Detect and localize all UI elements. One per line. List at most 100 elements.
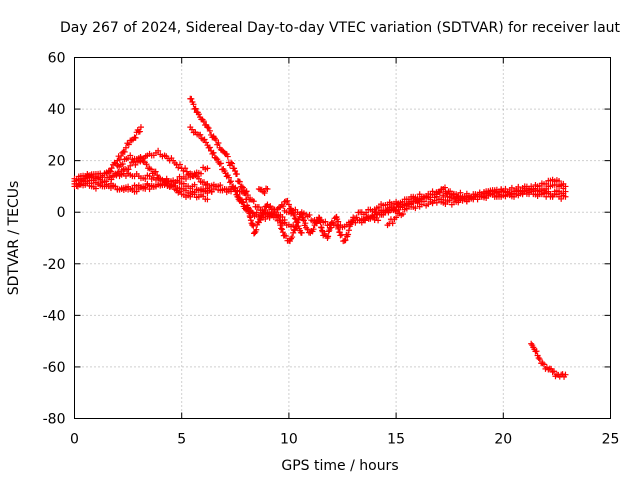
data-point (448, 195, 455, 202)
data-point (195, 175, 202, 182)
data-point (243, 188, 250, 195)
data-point (204, 124, 211, 131)
data-point (155, 147, 162, 154)
data-point (255, 204, 262, 211)
data-point (562, 193, 569, 200)
data-point (532, 187, 539, 194)
data-point (138, 155, 145, 162)
data-point (261, 190, 268, 197)
data-point (279, 226, 286, 233)
data-point (239, 184, 246, 191)
data-point (77, 181, 84, 188)
data-point (108, 165, 115, 172)
data-point (247, 217, 254, 224)
data-point (92, 185, 99, 192)
data-point (389, 220, 396, 227)
data-point (148, 166, 155, 173)
data-point (345, 231, 352, 238)
data-point (224, 153, 231, 160)
data-point (264, 186, 271, 193)
data-point (174, 177, 181, 184)
data-point (73, 177, 80, 184)
data-point (209, 150, 216, 157)
data-point (243, 196, 250, 203)
data-point (556, 178, 563, 185)
data-point (188, 95, 195, 102)
data-point (317, 219, 324, 226)
data-point (491, 189, 498, 196)
series-arc-l (255, 185, 271, 197)
data-point (280, 203, 287, 210)
data-point (229, 160, 236, 167)
data-point (253, 226, 260, 233)
data-point (204, 196, 211, 203)
data-point (279, 229, 286, 236)
data-point (137, 124, 144, 131)
data-point (197, 170, 204, 177)
y-tick-label: -60 (43, 360, 66, 376)
data-point (143, 161, 150, 168)
data-point (420, 198, 427, 205)
y-tick-label: 20 (48, 154, 66, 170)
data-point (560, 180, 567, 187)
data-point (225, 174, 232, 181)
data-point (200, 118, 207, 125)
data-point (182, 165, 189, 172)
data-point (214, 156, 221, 163)
y-tick-label: -40 (43, 308, 66, 324)
data-point (191, 189, 198, 196)
data-point (119, 161, 126, 168)
data-point (562, 188, 569, 195)
data-point (251, 229, 258, 236)
series-arc-f (114, 152, 239, 197)
data-point (375, 217, 382, 224)
data-point (290, 209, 297, 216)
data-point (292, 216, 299, 223)
data-point (200, 179, 207, 186)
x-tick-label: 0 (70, 432, 79, 448)
data-point (304, 226, 311, 233)
data-point (325, 233, 332, 240)
data-point (136, 128, 143, 135)
x-tick-label: 20 (494, 432, 512, 448)
data-point (498, 193, 505, 200)
data-point (414, 200, 421, 207)
data-point (250, 222, 257, 229)
data-point (551, 368, 558, 375)
plot-area (71, 95, 569, 380)
data-point (205, 125, 212, 132)
data-point (325, 228, 332, 235)
data-point (118, 152, 125, 159)
data-point (213, 137, 220, 144)
data-point (500, 188, 507, 195)
data-point (132, 134, 139, 141)
data-point (210, 149, 217, 156)
y-tick-label: 60 (48, 51, 66, 67)
data-point (273, 209, 280, 216)
data-point (549, 192, 556, 199)
data-point (236, 195, 243, 202)
data-point (277, 222, 284, 229)
data-point (238, 198, 245, 205)
data-point (483, 192, 490, 199)
data-point (154, 172, 161, 179)
data-point (99, 174, 106, 181)
data-point (283, 233, 290, 240)
data-point (195, 111, 202, 118)
data-point (175, 164, 182, 171)
data-point (345, 227, 352, 234)
data-point (363, 209, 370, 216)
data-point (176, 161, 183, 168)
data-point (291, 211, 298, 218)
data-point (239, 199, 246, 206)
data-point (515, 192, 522, 199)
data-point (217, 160, 224, 167)
data-point (226, 179, 233, 186)
data-point (311, 222, 318, 229)
data-point (122, 144, 129, 151)
chart-title: Day 267 of 2024, Sidereal Day-to-day VTE… (60, 20, 621, 36)
y-tick-label: 0 (57, 205, 66, 221)
data-point (535, 355, 542, 362)
